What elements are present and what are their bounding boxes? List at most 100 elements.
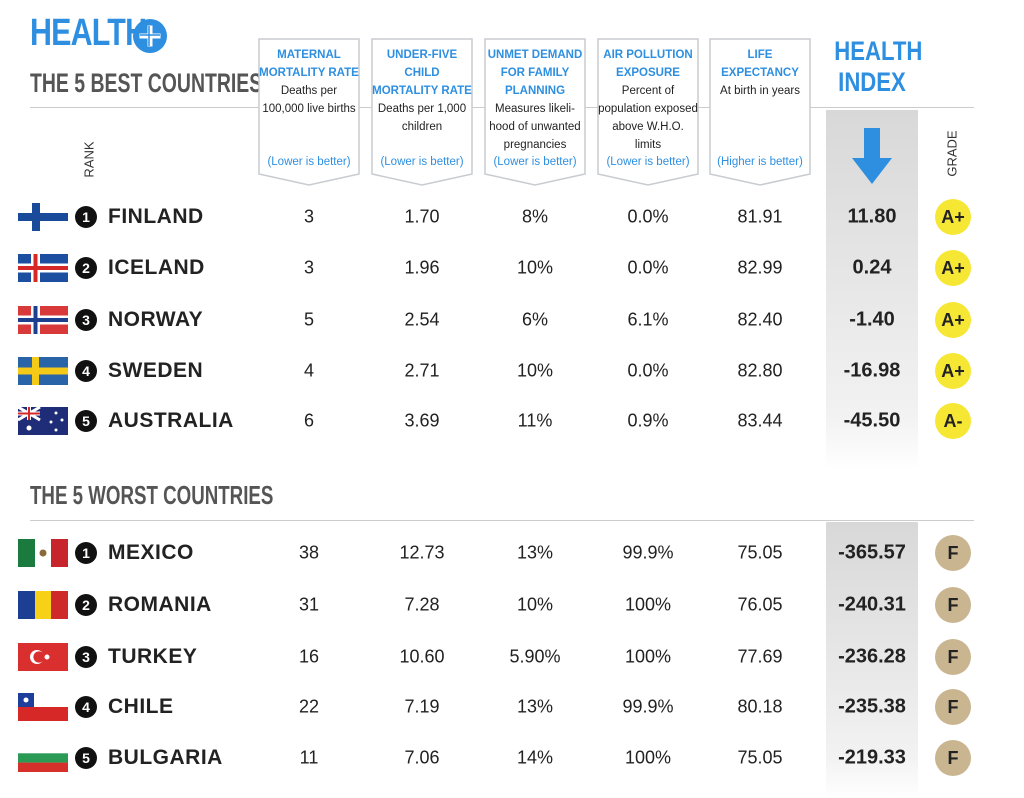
- value: 99.9%: [622, 542, 674, 563]
- rank-label: RANK: [81, 141, 97, 178]
- country: FINLAND: [108, 205, 204, 228]
- column-box: [258, 38, 360, 186]
- country: ROMANIA: [108, 593, 212, 616]
- rank: 5: [75, 747, 97, 769]
- value: 11%: [517, 410, 553, 431]
- column-header: MATERNAL MORTALITY RATE Deaths per 100,00…: [259, 46, 359, 118]
- country: CHILE: [108, 695, 174, 718]
- column-title: UNDER-FIVE CHILD MORTALITY RATE: [372, 49, 472, 97]
- column-title: UNMET DEMAND FOR FAMILY PLANNING: [487, 49, 583, 97]
- value: 11: [299, 747, 319, 768]
- value: 81.91: [737, 206, 783, 227]
- value: 82.40: [737, 309, 783, 330]
- column-description: Deaths per 100,000 live births: [262, 85, 356, 115]
- value: 82.80: [737, 360, 783, 381]
- rank: 3: [75, 309, 97, 331]
- value: 12.73: [399, 542, 445, 563]
- value: 75.05: [737, 747, 783, 768]
- value: 8%: [521, 206, 548, 227]
- country: BULGARIA: [108, 746, 223, 769]
- column-note: (Lower is better): [267, 156, 351, 168]
- column-note: (Lower is better): [606, 156, 690, 168]
- flag: [18, 591, 68, 619]
- grade: F: [935, 639, 971, 675]
- rank: 1: [75, 206, 97, 228]
- column-title: LIFE EXPECTANCY: [721, 49, 799, 79]
- value: 99.9%: [622, 696, 674, 717]
- value: 10%: [516, 360, 554, 381]
- index-arrow: [852, 128, 892, 184]
- subtitle: THE 5 BEST COUNTRIES: [30, 68, 263, 98]
- value: 5: [303, 309, 314, 330]
- grade: A+: [935, 302, 971, 338]
- column-description: Deaths per 1,000 children: [377, 103, 467, 133]
- grade: A+: [935, 250, 971, 286]
- column-box: [371, 38, 473, 186]
- column-header: UNMET DEMAND FOR FAMILY PLANNING Measures…: [485, 46, 585, 154]
- column-header: LIFE EXPECTANCY At birth in years: [710, 46, 810, 100]
- grade: F: [935, 535, 971, 571]
- value: 7.06: [404, 747, 440, 768]
- column-title: AIR POLLUTION EXPOSURE: [603, 49, 693, 79]
- value: 0.0%: [627, 257, 669, 278]
- rank: 4: [75, 360, 97, 382]
- grade: A+: [935, 353, 971, 389]
- value: 4: [303, 360, 314, 381]
- value: 1.70: [404, 206, 440, 227]
- health-index: -45.50: [843, 409, 901, 432]
- column-title: MATERNAL MORTALITY RATE: [259, 49, 359, 79]
- value: 6: [303, 410, 314, 431]
- value: 0.9%: [627, 410, 669, 431]
- column-header: UNDER-FIVE CHILD MORTALITY RATE Deaths pe…: [372, 46, 472, 136]
- health-index: -16.98: [843, 359, 901, 382]
- health-index: -219.33: [838, 746, 906, 769]
- value: 82.99: [737, 257, 783, 278]
- value: 2.54: [404, 309, 440, 330]
- value: 6%: [521, 309, 548, 330]
- rank: 2: [75, 594, 97, 616]
- value: 22: [298, 696, 320, 717]
- grade: F: [935, 740, 971, 776]
- value: 0.0%: [627, 360, 669, 381]
- value: 100%: [624, 594, 672, 615]
- health-index: -236.28: [838, 645, 906, 668]
- country: NORWAY: [108, 308, 204, 331]
- flag: [18, 306, 68, 334]
- value: 6.1%: [627, 309, 669, 330]
- flag: [18, 643, 68, 671]
- rank: 1: [75, 542, 97, 564]
- value: 0.0%: [627, 206, 669, 227]
- page-title: HEALTH: [30, 12, 147, 54]
- value: 10%: [516, 594, 554, 615]
- value: 13%: [516, 696, 554, 717]
- index-band: [826, 522, 918, 798]
- column-box: [597, 38, 699, 186]
- health-index: 11.80: [847, 205, 897, 228]
- flag: [18, 539, 68, 567]
- country: SWEDEN: [108, 359, 204, 382]
- value: 5.90%: [509, 646, 561, 667]
- index-title: HEALTH INDEX: [834, 36, 923, 97]
- flag: [18, 357, 68, 385]
- column-box: [709, 38, 811, 186]
- health-index: -365.57: [838, 541, 906, 564]
- value: 7.28: [404, 594, 440, 615]
- value: 3: [303, 206, 314, 227]
- rank: 3: [75, 646, 97, 668]
- value: 76.05: [737, 594, 783, 615]
- value: 14%: [516, 747, 554, 768]
- value: 10%: [516, 257, 554, 278]
- grade: A+: [935, 199, 971, 235]
- value: 100%: [624, 747, 672, 768]
- grade-label: GRADE: [944, 130, 960, 177]
- value: 3: [303, 257, 314, 278]
- grade: A-: [935, 403, 971, 439]
- value: 80.18: [737, 696, 783, 717]
- column-box: [484, 38, 586, 186]
- value: 2.71: [404, 360, 440, 381]
- column-description: At birth in years: [720, 85, 800, 97]
- health-index: -235.38: [838, 695, 906, 718]
- value: 38: [298, 542, 320, 563]
- column-note: (Lower is better): [380, 156, 464, 168]
